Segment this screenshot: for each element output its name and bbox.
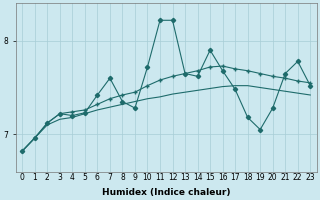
X-axis label: Humidex (Indice chaleur): Humidex (Indice chaleur) xyxy=(102,188,230,197)
